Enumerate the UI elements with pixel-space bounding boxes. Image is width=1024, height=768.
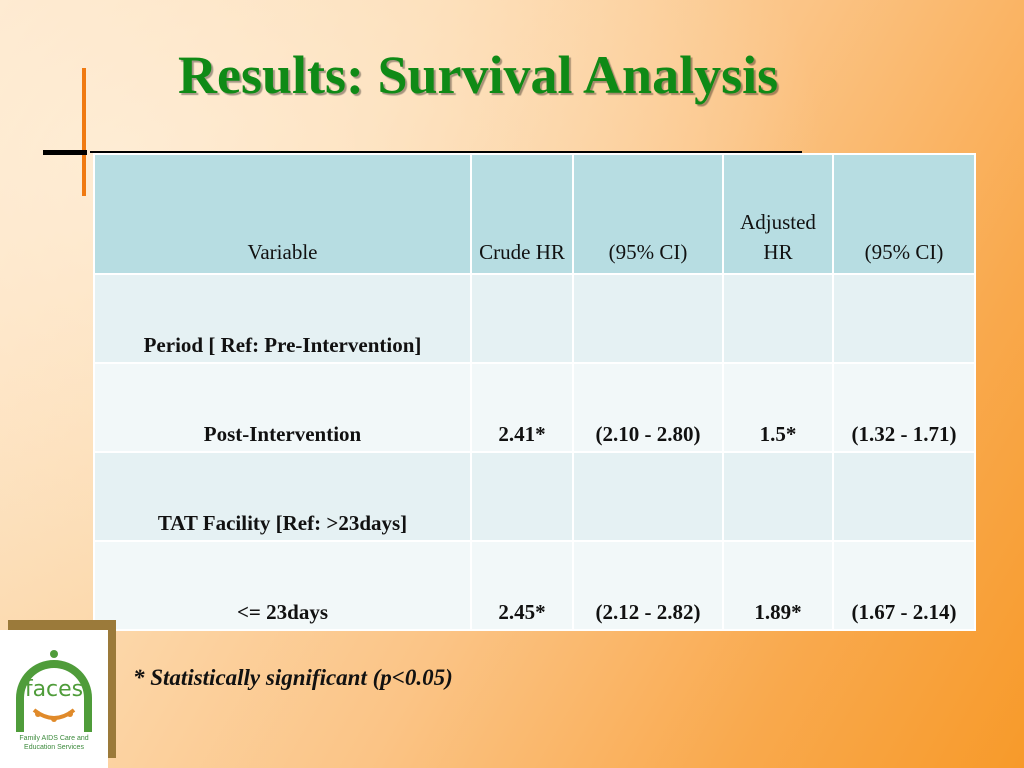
- logo-word: faces: [25, 677, 83, 702]
- cell-crude-ci: [572, 451, 724, 542]
- cell-variable: Post-Intervention: [93, 362, 472, 453]
- slide-title: Results: Survival Analysis: [178, 45, 779, 105]
- table-row: <= 23days 2.45* (2.12 - 2.82) 1.89* (1.6…: [93, 540, 976, 631]
- cell-adjusted-ci: (1.67 - 2.14): [832, 540, 976, 631]
- results-table-container: Variable Crude HR (95% CI) Adjusted HR (…: [93, 153, 976, 631]
- header-crude-hr: Crude HR: [470, 153, 574, 275]
- header-crude-ci: (95% CI): [572, 153, 724, 275]
- orange-vertical-rule: [82, 68, 86, 196]
- results-table: Variable Crude HR (95% CI) Adjusted HR (…: [93, 153, 976, 631]
- faces-logo: faces Family AIDS Care and Education Ser…: [0, 630, 108, 768]
- header-adjusted-hr: Adjusted HR: [722, 153, 834, 275]
- title-underline: [90, 151, 802, 153]
- header-adjusted-ci: (95% CI): [832, 153, 976, 275]
- cell-adjusted-ci: (1.32 - 1.71): [832, 362, 976, 453]
- cell-adjusted-hr: [722, 451, 834, 542]
- cell-adjusted-hr: 1.89*: [722, 540, 834, 631]
- faces-logo-icon: faces: [16, 650, 92, 732]
- cell-adjusted-hr: 1.5*: [722, 362, 834, 453]
- header-variable: Variable: [93, 153, 472, 275]
- cell-crude-ci: [572, 273, 724, 364]
- cell-adjusted-ci: [832, 451, 976, 542]
- table-row: Post-Intervention 2.41* (2.10 - 2.80) 1.…: [93, 362, 976, 453]
- cell-adjusted-hr: [722, 273, 834, 364]
- black-accent-bar: [43, 150, 87, 155]
- cell-variable: <= 23days: [93, 540, 472, 631]
- table-row: Period [ Ref: Pre-Intervention]: [93, 273, 976, 364]
- cell-crude-ci: (2.10 - 2.80): [572, 362, 724, 453]
- logo-caption: Family AIDS Care and Education Services: [4, 734, 104, 752]
- significance-footnote: * Statistically significant (p<0.05): [133, 665, 453, 690]
- cell-crude-hr: [470, 451, 574, 542]
- table-header-row: Variable Crude HR (95% CI) Adjusted HR (…: [93, 153, 976, 275]
- cell-crude-ci: (2.12 - 2.82): [572, 540, 724, 631]
- table-row: TAT Facility [Ref: >23days]: [93, 451, 976, 542]
- cell-variable: Period [ Ref: Pre-Intervention]: [93, 273, 472, 364]
- cell-crude-hr: 2.41*: [470, 362, 574, 453]
- cell-adjusted-ci: [832, 273, 976, 364]
- cell-crude-hr: 2.45*: [470, 540, 574, 631]
- cell-variable: TAT Facility [Ref: >23days]: [93, 451, 472, 542]
- logo-caption-line1: Family AIDS Care and: [19, 735, 89, 742]
- cell-crude-hr: [470, 273, 574, 364]
- logo-caption-line2: Education Services: [24, 744, 84, 751]
